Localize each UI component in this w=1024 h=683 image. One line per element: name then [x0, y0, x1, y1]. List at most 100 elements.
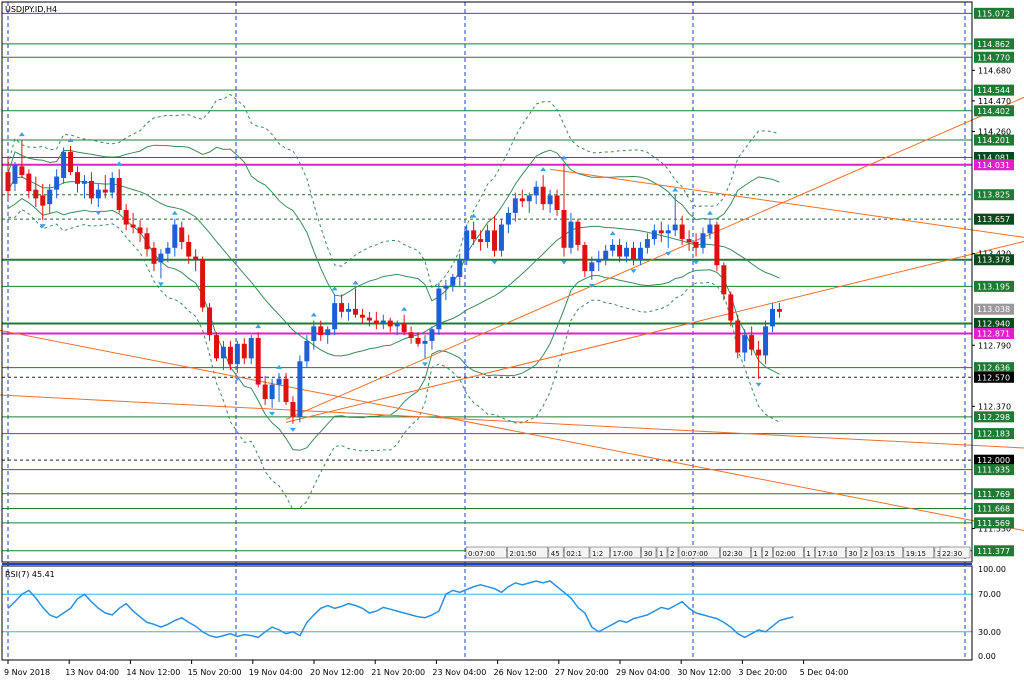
time-tick-label: 20 Nov 12:00: [310, 668, 364, 677]
candle-body: [318, 326, 324, 336]
session-box: [678, 546, 720, 559]
candle-body: [589, 262, 595, 272]
price-box-label: 113.657: [977, 215, 1010, 224]
session-box-label: 2:01:50: [509, 550, 536, 558]
session-box-label: 45: [551, 550, 560, 558]
candle-body: [763, 326, 769, 356]
price-box-label: 113.825: [977, 191, 1010, 200]
candle-body: [443, 285, 449, 289]
candle-body: [332, 303, 338, 330]
fractal-up-icon: [67, 138, 74, 142]
price-box: [974, 159, 1014, 171]
rsi-axis-label: 100.00: [978, 565, 1006, 574]
candle-body: [756, 349, 762, 356]
fractal-up-icon: [116, 161, 123, 166]
candle-body: [255, 338, 261, 385]
price-tick-label: 114.260: [978, 127, 1011, 136]
candle-body: [471, 230, 477, 240]
rsi-pane[interactable]: [2, 580, 972, 639]
fractal-up-icon: [609, 231, 616, 236]
candle-body: [450, 276, 456, 286]
session-box: [610, 546, 641, 559]
band-lower-outer: [8, 208, 780, 510]
candle-body: [151, 247, 157, 264]
session-box-label: 17:00: [613, 550, 633, 558]
candle-body: [12, 164, 18, 184]
candle-body: [512, 198, 518, 213]
band-upper-outer: [7, 93, 780, 289]
fractal-up-icon: [331, 286, 338, 291]
main-frame: [1, 1, 973, 563]
candle-body: [700, 233, 706, 248]
session-box: [751, 546, 762, 559]
candle-body: [568, 221, 574, 248]
candle-body: [651, 230, 657, 240]
candle-body: [290, 402, 296, 417]
candle-body: [311, 326, 317, 341]
price-box: [974, 51, 1014, 63]
rsi-axis-label: 70.00: [978, 590, 1001, 599]
candle-body: [109, 178, 115, 193]
candle-body: [401, 323, 407, 333]
candle-body: [19, 166, 25, 176]
session-box: [762, 546, 773, 559]
candle-body: [366, 317, 372, 321]
time-tick-label: 21 Nov 20:00: [371, 668, 425, 677]
fractal-down-icon: [491, 260, 498, 265]
symbol-label: USDJPY.ID,H4: [5, 5, 57, 14]
candle-body: [603, 250, 609, 260]
price-tick-label: 114.470: [978, 97, 1011, 106]
candle-body: [776, 308, 782, 312]
candle-body: [359, 314, 365, 318]
price-box-label: 112.636: [977, 364, 1010, 373]
price-box: [974, 464, 1014, 476]
candle-body: [554, 195, 560, 210]
candle-body: [742, 335, 748, 353]
trendline: [550, 168, 1024, 238]
price-box-label: 112.183: [977, 430, 1010, 439]
time-tick-label: 27 Nov 20:00: [555, 668, 609, 677]
candle-body: [5, 172, 11, 192]
candle-body: [464, 230, 470, 260]
price-box-label: 112.298: [977, 413, 1010, 422]
price-box-label: 113.038: [977, 305, 1010, 314]
candle-body: [227, 346, 233, 365]
session-box-label: 0:07:00: [468, 550, 495, 558]
candle-body: [158, 253, 164, 263]
price-box: [974, 488, 1014, 500]
price-box-label: 114.081: [977, 153, 1010, 162]
price-box: [974, 151, 1014, 163]
session-box: [667, 546, 679, 559]
fractal-up-icon: [401, 306, 408, 311]
time-tick-label: 30 Nov 12:00: [677, 668, 731, 677]
candle-body: [547, 195, 553, 205]
candle-body: [436, 288, 442, 330]
price-box-label: 112.570: [977, 373, 1010, 382]
candle-body: [102, 189, 108, 193]
fractal-down-icon: [630, 269, 637, 274]
rsi-axis-label: 0.00: [978, 652, 996, 661]
fractal-down-icon: [269, 411, 276, 416]
rsi-label: RSI(7) 45.41: [5, 570, 55, 579]
candle-body: [144, 233, 150, 250]
candle-body: [610, 244, 616, 251]
session-box: [872, 546, 904, 559]
axes: 114.680 114.470 114.260 113.420 112.790 112.3…: [1, 1, 1014, 677]
fractal-down-icon: [422, 362, 428, 367]
candle-body: [207, 307, 213, 336]
time-tick-label: 26 Nov 12:00: [494, 668, 548, 677]
price-box: [974, 454, 1014, 466]
session-box: [641, 546, 657, 559]
candle-body: [394, 323, 400, 327]
session-box-label: 1:2: [592, 550, 603, 558]
candle-body: [116, 178, 122, 210]
candle-body: [346, 308, 352, 312]
session-box: [773, 546, 804, 559]
candle-body: [179, 227, 185, 242]
price-box-label: 114.031: [977, 161, 1010, 170]
trendline: [0, 329, 1024, 532]
price-box: [974, 327, 1014, 339]
band-middle: [7, 176, 780, 357]
main-price-pane[interactable]: 0:07:00 2:01:50 45 02:1 1:2 17:00 30 1 2 0:07:00 0…: [0, 0, 1024, 660]
price-box: [974, 545, 1014, 557]
